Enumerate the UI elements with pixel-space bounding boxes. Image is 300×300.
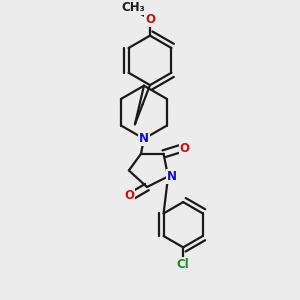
Text: O: O [145,13,155,26]
Text: CH₃: CH₃ [122,1,145,14]
Text: N: N [139,132,149,145]
Text: N: N [167,170,177,183]
Text: O: O [180,142,190,155]
Text: Cl: Cl [177,258,190,271]
Text: O: O [124,189,134,202]
